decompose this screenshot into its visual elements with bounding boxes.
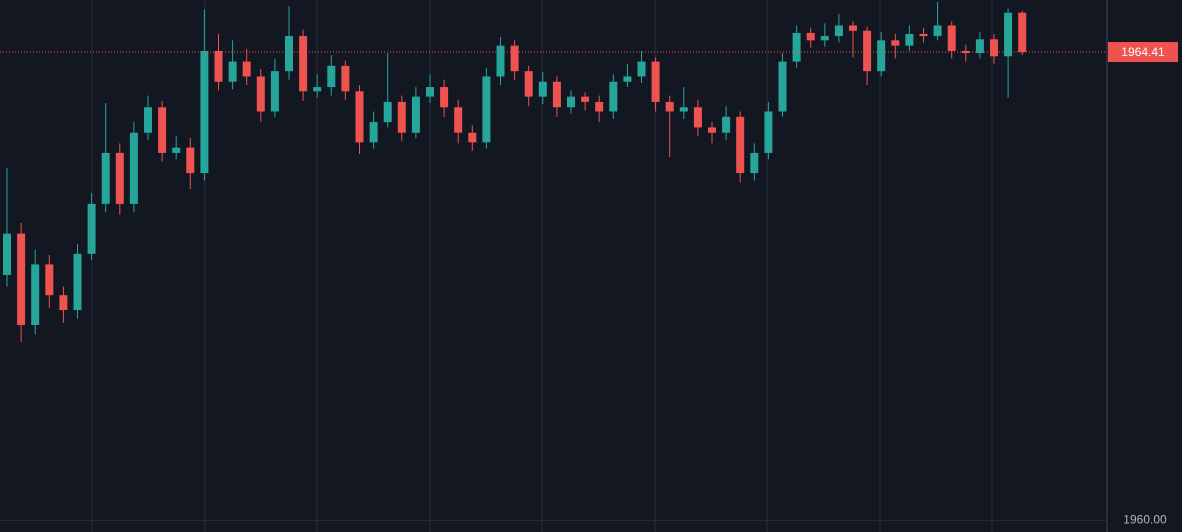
candle-body xyxy=(581,96,590,102)
candle-body xyxy=(482,76,491,143)
candle-body xyxy=(115,152,124,204)
candle-body xyxy=(877,40,886,72)
candle-body xyxy=(637,61,646,77)
candle-body xyxy=(778,61,787,112)
candle-body xyxy=(919,33,928,37)
candle-body xyxy=(59,295,68,311)
candle-body xyxy=(299,36,308,92)
candle-body xyxy=(552,81,561,108)
last-price-tag xyxy=(1108,42,1178,63)
candle-body xyxy=(87,203,96,254)
candle-body xyxy=(863,30,872,72)
candle-body xyxy=(792,32,801,62)
candle-body xyxy=(369,122,378,143)
candle-body xyxy=(440,87,449,108)
candle-body xyxy=(158,107,167,153)
candle-body xyxy=(1004,12,1013,57)
candle-body xyxy=(186,147,195,174)
candle-body xyxy=(849,25,857,31)
candle-body xyxy=(73,253,82,311)
candle-body xyxy=(144,107,152,133)
candle-body xyxy=(200,50,209,174)
candle-body xyxy=(228,61,237,82)
candle-body xyxy=(820,36,829,41)
candle-body xyxy=(933,25,942,37)
candle-body xyxy=(17,233,26,325)
candle-body xyxy=(468,132,477,143)
candle-body xyxy=(172,147,181,153)
candle-body xyxy=(256,76,265,112)
candle-body xyxy=(426,87,434,97)
candle-body xyxy=(623,76,632,82)
candle-body xyxy=(764,111,773,153)
candle-body xyxy=(609,81,618,112)
candle-body xyxy=(975,39,984,54)
candle-body xyxy=(285,36,293,72)
y-tick-label: 1960.00 xyxy=(1123,512,1167,526)
candle-body xyxy=(397,101,406,133)
candle-body xyxy=(1018,12,1027,53)
candle-body xyxy=(524,71,533,97)
candle-body xyxy=(651,61,660,102)
candle-body xyxy=(355,91,364,143)
candle-body xyxy=(270,71,279,112)
candle-body xyxy=(905,33,914,46)
candle-body xyxy=(383,101,392,123)
last-price-label: 1964.41 xyxy=(1121,45,1165,59)
candle-body xyxy=(961,50,970,54)
candle-body xyxy=(990,39,998,57)
candle-body xyxy=(327,65,336,88)
candle-body xyxy=(3,233,11,276)
candle-body xyxy=(313,87,322,92)
candle-body xyxy=(496,45,505,77)
candle-body xyxy=(101,152,110,204)
candle-body xyxy=(567,96,575,108)
candle-body xyxy=(834,25,843,37)
candle-body xyxy=(341,65,350,92)
candle-body xyxy=(45,264,54,296)
candle-body xyxy=(454,107,463,133)
candle-body xyxy=(510,45,519,72)
candle-body xyxy=(693,107,702,128)
candle-body xyxy=(736,116,745,174)
candle-body xyxy=(891,40,900,46)
candle-body xyxy=(722,116,731,133)
candle-body xyxy=(214,50,223,82)
candle-body xyxy=(129,132,138,204)
candle-body xyxy=(665,101,674,112)
candle-body xyxy=(806,32,815,41)
candle-body xyxy=(31,264,40,325)
candle-body xyxy=(708,127,716,133)
candle-body xyxy=(595,101,604,112)
candle-body xyxy=(242,61,251,77)
candle-body xyxy=(679,107,688,112)
candle-body xyxy=(750,152,759,174)
candle-body xyxy=(411,96,420,133)
candle-body xyxy=(538,81,547,97)
candle-body xyxy=(947,25,956,51)
